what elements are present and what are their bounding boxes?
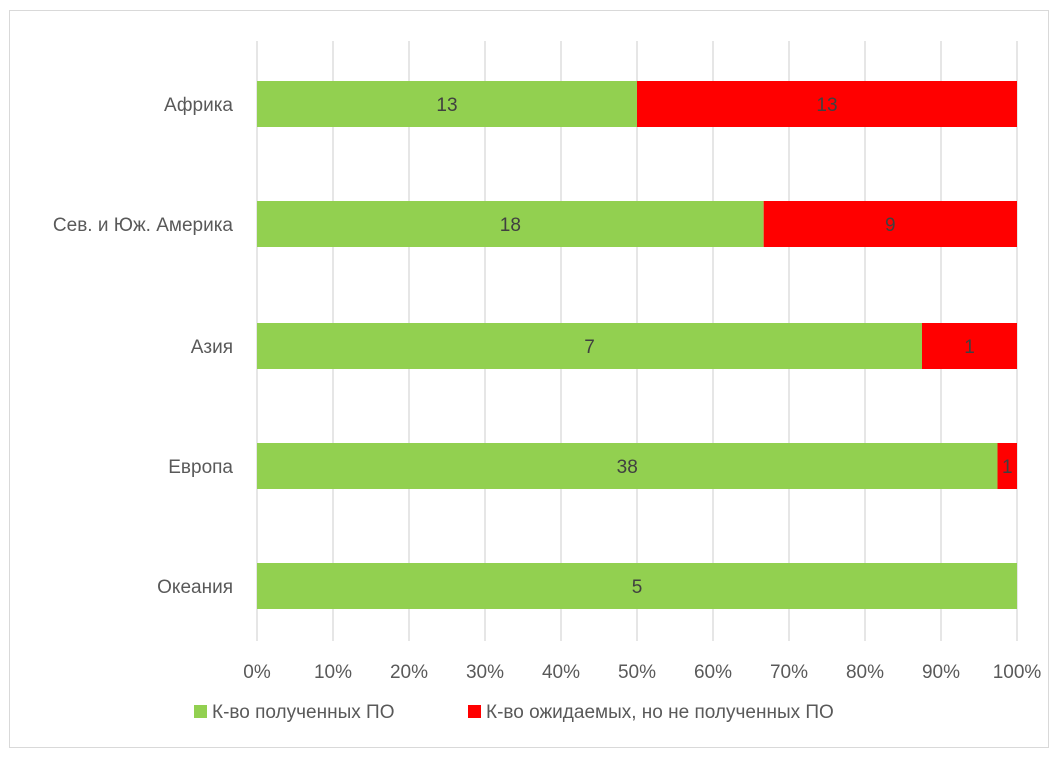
x-tick-label: 40% (542, 662, 580, 683)
bar-data-label: 5 (632, 577, 643, 598)
bar-segment (257, 323, 922, 369)
bar-data-label: 18 (500, 215, 521, 236)
x-tick-label: 30% (466, 662, 504, 683)
bar-segment (922, 323, 1017, 369)
category-label: Океания (157, 577, 233, 598)
x-tick-label: 60% (694, 662, 732, 683)
legend-label: К-во полученных ПО (212, 702, 394, 723)
bar-data-label: 38 (617, 457, 638, 478)
x-tick-label: 100% (993, 662, 1042, 683)
x-tick-label: 90% (922, 662, 960, 683)
x-tick-label: 70% (770, 662, 808, 683)
x-tick-label: 80% (846, 662, 884, 683)
labels-layer: 13 13 18 9 7 1 38 1 5 (436, 95, 1012, 598)
bar-data-label: 1 (964, 337, 975, 358)
bar-data-label: 7 (584, 337, 595, 358)
x-tick-label: 10% (314, 662, 352, 683)
category-label: Сев. и Юж. Америка (53, 215, 234, 236)
bar-segment (257, 81, 637, 127)
legend-label: К-во ожидаемых, но не полученных ПО (486, 702, 834, 723)
x-tick-label: 0% (243, 662, 271, 683)
bar-data-label: 13 (436, 95, 457, 116)
x-tick-label: 50% (618, 662, 656, 683)
legend-layer: К-во полученных ПО К-во ожидаемых, но не … (194, 702, 834, 723)
bar-segment (763, 201, 1017, 247)
bar-segment (257, 443, 998, 489)
bar-segment (637, 81, 1017, 127)
bar-segment (257, 201, 764, 247)
category-label: Африка (164, 95, 233, 116)
chart-svg: 13 13 18 9 7 1 38 1 5 0% 10% 20% 30% 40% 50% 60% 70% 80%… (53, 41, 1041, 723)
ticks-layer: 0% 10% 20% 30% 40% 50% 60% 70% 80% 90% 100% (243, 662, 1041, 683)
legend-swatch (468, 705, 481, 718)
bar-segment (997, 443, 1017, 489)
chart-frame: 13 13 18 9 7 1 38 1 5 0% 10% 20% 30% 40% 50% 60% 70% 80%… (9, 10, 1049, 748)
category-label: Европа (168, 457, 233, 478)
x-tick-label: 20% (390, 662, 428, 683)
legend-swatch (194, 705, 207, 718)
bars-layer (257, 81, 1017, 609)
bar-segment (257, 563, 1017, 609)
category-label: Азия (191, 337, 233, 358)
cats-layer: Африка Сев. и Юж. Америка Азия Европа Океани… (53, 95, 234, 598)
bar-data-label: 1 (1002, 457, 1013, 478)
bar-data-label: 9 (885, 215, 896, 236)
bar-data-label: 13 (816, 95, 837, 116)
